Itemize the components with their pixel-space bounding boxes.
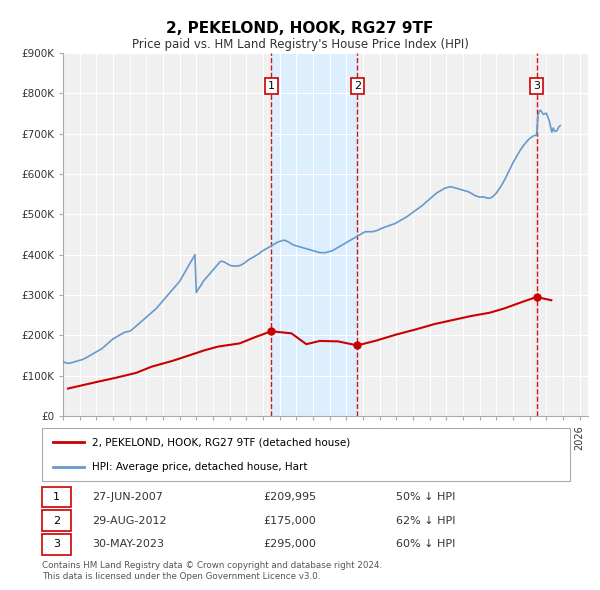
Text: 30-MAY-2023: 30-MAY-2023 [92, 539, 164, 549]
Text: £295,000: £295,000 [264, 539, 317, 549]
Text: 27-JUN-2007: 27-JUN-2007 [92, 492, 163, 502]
Text: 1: 1 [53, 492, 60, 502]
Text: HPI: Average price, detached house, Hart: HPI: Average price, detached house, Hart [92, 461, 308, 471]
Text: 2, PEKELOND, HOOK, RG27 9TF (detached house): 2, PEKELOND, HOOK, RG27 9TF (detached ho… [92, 437, 350, 447]
Text: 2: 2 [354, 81, 361, 91]
Text: Price paid vs. HM Land Registry's House Price Index (HPI): Price paid vs. HM Land Registry's House … [131, 38, 469, 51]
Text: Contains HM Land Registry data © Crown copyright and database right 2024.: Contains HM Land Registry data © Crown c… [42, 561, 382, 570]
Text: 1: 1 [268, 81, 275, 91]
Text: This data is licensed under the Open Government Licence v3.0.: This data is licensed under the Open Gov… [42, 572, 320, 581]
FancyBboxPatch shape [42, 487, 71, 507]
Text: 29-AUG-2012: 29-AUG-2012 [92, 516, 167, 526]
Text: 2: 2 [53, 516, 60, 526]
Text: 3: 3 [53, 539, 60, 549]
Text: 3: 3 [533, 81, 540, 91]
Text: 62% ↓ HPI: 62% ↓ HPI [396, 516, 455, 526]
Text: 2, PEKELOND, HOOK, RG27 9TF: 2, PEKELOND, HOOK, RG27 9TF [166, 21, 434, 35]
FancyBboxPatch shape [42, 510, 71, 531]
Text: 60% ↓ HPI: 60% ↓ HPI [396, 539, 455, 549]
Bar [271, 53, 358, 416]
FancyBboxPatch shape [42, 534, 71, 555]
Text: 50% ↓ HPI: 50% ↓ HPI [396, 492, 455, 502]
Text: £175,000: £175,000 [264, 516, 317, 526]
FancyBboxPatch shape [42, 428, 570, 481]
Text: £209,995: £209,995 [264, 492, 317, 502]
